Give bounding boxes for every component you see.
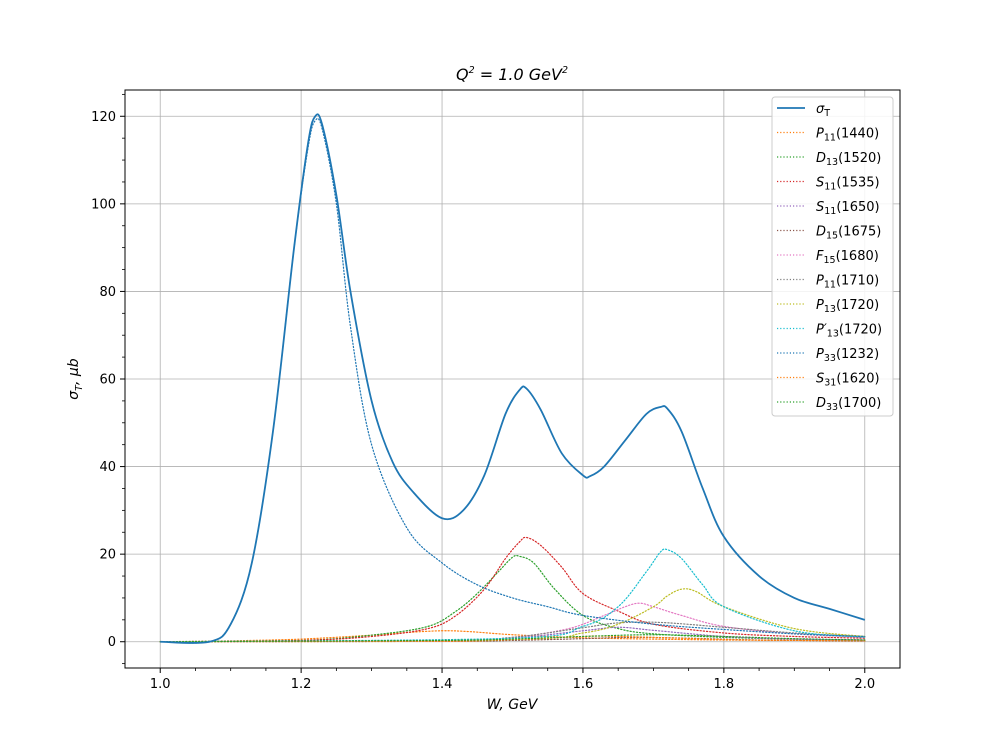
legend-label: S11(1650) xyxy=(816,200,880,217)
series-line-p-13-1720 xyxy=(159,548,866,643)
y-tick-label: 40 xyxy=(99,460,116,475)
legend-box xyxy=(771,96,894,417)
y-tick-label: 120 xyxy=(91,110,116,125)
y-axis-title: σT, μb xyxy=(66,358,85,399)
legend-label: S31(1620) xyxy=(816,372,880,389)
x-axis-title: W, GeV xyxy=(487,697,539,713)
y-tick-label: 80 xyxy=(99,285,116,300)
x-tick-label: 1.2 xyxy=(291,677,312,692)
series-line-s31-1620 xyxy=(159,635,866,643)
legend-label: S11(1535) xyxy=(816,176,880,193)
x-tick-label: 1.0 xyxy=(150,677,171,692)
legend-label: P11(1710) xyxy=(816,274,879,291)
legend-label: D13(1520) xyxy=(816,151,881,168)
x-tick-label: 1.8 xyxy=(714,677,735,692)
y-tick-label: 60 xyxy=(99,373,116,388)
legend-label: P′13(1720) xyxy=(816,323,882,340)
y-tick-label: 100 xyxy=(91,197,116,212)
legend-label: D15(1675) xyxy=(816,225,881,242)
y-axis-ticks: 0 20 40 60 80 100 120 xyxy=(91,93,125,665)
legend-label: P11(1440) xyxy=(816,127,879,144)
series-layer xyxy=(159,113,866,644)
legend: σT P11(1440) D13(1520) S11(1535) S11(1650) D1… xyxy=(771,96,894,417)
y-tick-label: 20 xyxy=(99,548,116,563)
x-axis-ticks: 1.0 1.2 1.4 1.6 1.8 2.0 xyxy=(150,668,875,692)
x-tick-label: 2.0 xyxy=(854,677,875,692)
legend-label: σT xyxy=(816,102,830,119)
legend-label: F15(1680) xyxy=(816,249,879,266)
legend-label: P13(1720) xyxy=(816,298,879,315)
chart-title: Q2 = 1.0 GeV2 xyxy=(456,65,568,84)
series-line-t xyxy=(160,113,866,644)
series-line-s11-1535 xyxy=(159,536,866,643)
y-tick-label: 0 xyxy=(108,635,116,650)
x-tick-label: 1.6 xyxy=(573,677,594,692)
legend-label: P33(1232) xyxy=(816,347,879,364)
x-tick-label: 1.4 xyxy=(432,677,453,692)
series-line-d33-1700 xyxy=(159,634,866,643)
legend-label: D33(1700) xyxy=(816,396,881,413)
